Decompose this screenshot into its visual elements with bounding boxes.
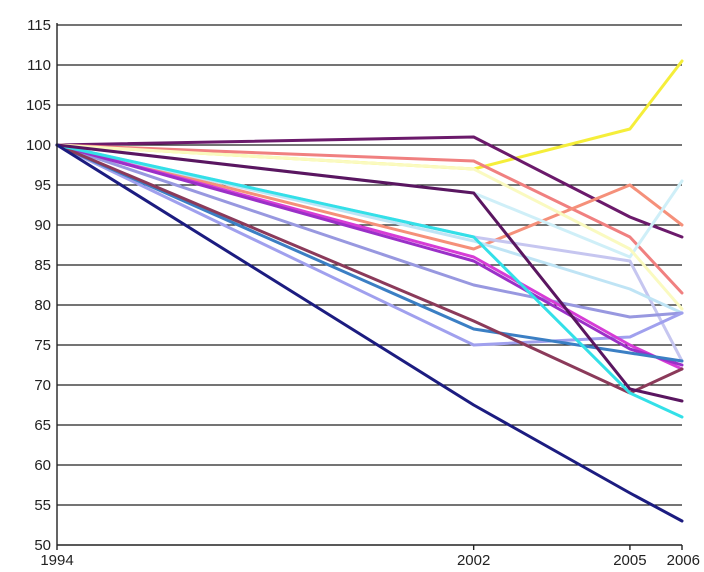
series-line-16 (55, 143, 684, 403)
y-tick-label: 50 (34, 537, 51, 554)
x-tick-label: 1994 (40, 552, 73, 569)
series-line-17 (55, 143, 684, 523)
axes (56, 23, 683, 550)
series-lines (55, 59, 684, 523)
y-tick-label: 70 (34, 377, 51, 394)
x-tick-label: 2005 (613, 552, 646, 569)
y-tick-label: 80 (34, 297, 51, 314)
y-tick-label: 115 (27, 17, 51, 34)
y-tick-label: 105 (26, 97, 51, 114)
y-tick-label: 110 (27, 57, 51, 74)
gridlines (57, 24, 682, 506)
series-line-1 (55, 59, 684, 171)
series-line-15 (55, 143, 684, 419)
series-line-6 (55, 143, 684, 311)
y-tick-label: 75 (34, 337, 51, 354)
y-tick-labels: 50 55 60 65 70 75 80 85 90 95 100 105 110 115 (26, 17, 51, 554)
y-tick-label: 90 (34, 217, 51, 234)
series-line-14 (55, 143, 684, 395)
x-tick-labels: 1994 2002 2005 2006 (40, 552, 700, 569)
series-line-2 (55, 135, 684, 239)
y-tick-label: 100 (26, 137, 51, 154)
y-tick-label: 55 (34, 497, 51, 514)
series-line-8 (55, 143, 684, 315)
y-tick-label: 65 (34, 417, 51, 434)
x-tick-label: 2002 (457, 552, 490, 569)
y-tick-label: 60 (34, 457, 51, 474)
series-line-13 (55, 143, 684, 363)
y-tick-label: 85 (34, 257, 51, 274)
series-line-4 (55, 143, 684, 251)
y-tick-label: 95 (34, 177, 51, 194)
x-tick-label: 2006 (667, 552, 700, 569)
series-line-3 (55, 143, 684, 295)
